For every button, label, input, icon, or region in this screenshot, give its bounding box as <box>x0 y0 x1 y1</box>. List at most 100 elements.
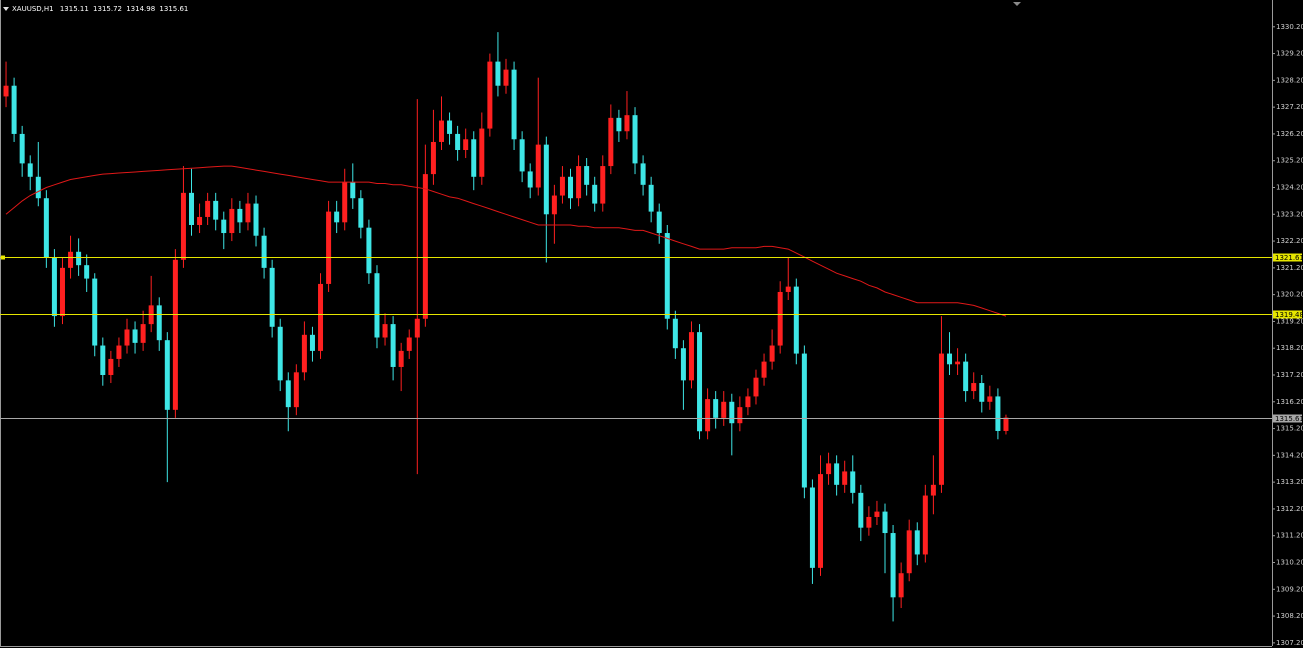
menu-triangle <box>3 7 9 11</box>
candle-body <box>430 141 436 175</box>
y-tick-label: 1312.20 <box>1276 505 1303 513</box>
candle-body <box>753 377 759 397</box>
candle-body <box>455 133 461 150</box>
candle-body <box>27 163 33 177</box>
y-tick-label: 1311.20 <box>1276 532 1303 540</box>
y-tick-label: 1324.20 <box>1276 184 1303 192</box>
candle-body <box>269 267 275 327</box>
candle-body <box>793 286 799 354</box>
candle-body <box>632 115 638 164</box>
candle-body <box>568 176 574 199</box>
header-close: 1315.61 <box>159 5 188 13</box>
candle-body <box>688 332 694 381</box>
candle-body <box>59 267 65 317</box>
chart-shift-marker <box>1013 2 1021 6</box>
candle-body <box>51 257 57 317</box>
candle-body <box>519 139 525 172</box>
candle-body <box>930 484 936 496</box>
y-tick-label: 1320.20 <box>1276 291 1303 299</box>
candle-body <box>826 463 832 475</box>
candle-body <box>624 115 630 132</box>
candle-body <box>342 182 348 223</box>
candle-body <box>777 291 783 346</box>
candle-body <box>963 361 969 392</box>
y-tick-label: 1316.20 <box>1276 398 1303 406</box>
candle-body <box>672 318 678 349</box>
candle-body <box>422 174 428 319</box>
candle-body <box>584 166 590 185</box>
y-tick-label: 1321.20 <box>1276 264 1303 272</box>
candle-body <box>156 305 162 341</box>
header-low: 1314.98 <box>126 5 155 13</box>
candle-body <box>551 195 557 215</box>
candle-body <box>229 208 235 234</box>
y-tick-label: 1307.20 <box>1276 639 1303 647</box>
candle-body <box>987 396 993 402</box>
candle-body <box>390 324 396 367</box>
candle-body <box>301 334 307 373</box>
candle-body <box>648 184 654 212</box>
candle-body <box>809 487 815 568</box>
candle-body <box>850 471 856 493</box>
y-tick-label: 1315.20 <box>1276 425 1303 433</box>
candle-body <box>471 139 477 177</box>
candle-body <box>293 372 299 408</box>
candle-body <box>487 61 493 129</box>
candle-body <box>438 120 444 142</box>
candle-body <box>745 396 751 408</box>
candle-body <box>68 251 74 268</box>
candle-body <box>382 324 388 338</box>
candle-body <box>737 407 743 424</box>
candle-body <box>955 361 961 365</box>
candle-body <box>100 345 106 375</box>
y-tick-label: 1317.20 <box>1276 371 1303 379</box>
y-tick-label: 1329.20 <box>1276 50 1303 58</box>
candle-body <box>318 283 324 351</box>
y-tick-label: 1323.20 <box>1276 210 1303 218</box>
candle-body <box>76 251 82 266</box>
y-tick-label: 1314.20 <box>1276 451 1303 459</box>
y-tick-label: 1309.20 <box>1276 585 1303 593</box>
candle-body <box>769 345 775 362</box>
y-tick-label: 1326.20 <box>1276 130 1303 138</box>
candle-body <box>213 200 219 220</box>
candle-body <box>616 117 622 132</box>
candle-body <box>680 348 686 381</box>
candle-body <box>495 61 501 86</box>
candle-body <box>535 144 541 188</box>
price-level-label: 1319.48 <box>1275 311 1303 319</box>
symbol: XAUUSD,H1 <box>12 5 54 13</box>
y-tick-label: 1322.20 <box>1276 237 1303 245</box>
candle-body <box>705 399 711 432</box>
candle-body <box>406 337 412 351</box>
candle-body <box>164 340 170 410</box>
y-tick-label: 1313.20 <box>1276 478 1303 486</box>
candle-body <box>366 227 372 274</box>
candle-body <box>785 286 791 292</box>
candle-body <box>971 383 977 392</box>
candle-body <box>285 380 291 408</box>
candle-body <box>205 200 211 217</box>
header-open: 1315.11 <box>60 5 89 13</box>
candle-body <box>350 182 356 199</box>
candle-body <box>979 383 985 402</box>
candle-body <box>237 208 243 223</box>
y-tick-label: 1327.20 <box>1276 103 1303 111</box>
candle-body <box>543 144 549 215</box>
candle-body <box>3 85 9 97</box>
y-tick-label: 1318.20 <box>1276 344 1303 352</box>
candle-body <box>116 345 122 359</box>
candle-body <box>19 133 25 164</box>
candle-body <box>35 176 41 199</box>
candle-body <box>398 350 404 367</box>
candle-body <box>697 332 703 432</box>
candle-body <box>995 396 1001 431</box>
candle-body <box>890 533 896 598</box>
price-level-tag <box>1273 253 1302 262</box>
candle-body <box>92 278 98 346</box>
y-tick-label: 1330.20 <box>1276 23 1303 31</box>
candle-body <box>511 69 517 140</box>
